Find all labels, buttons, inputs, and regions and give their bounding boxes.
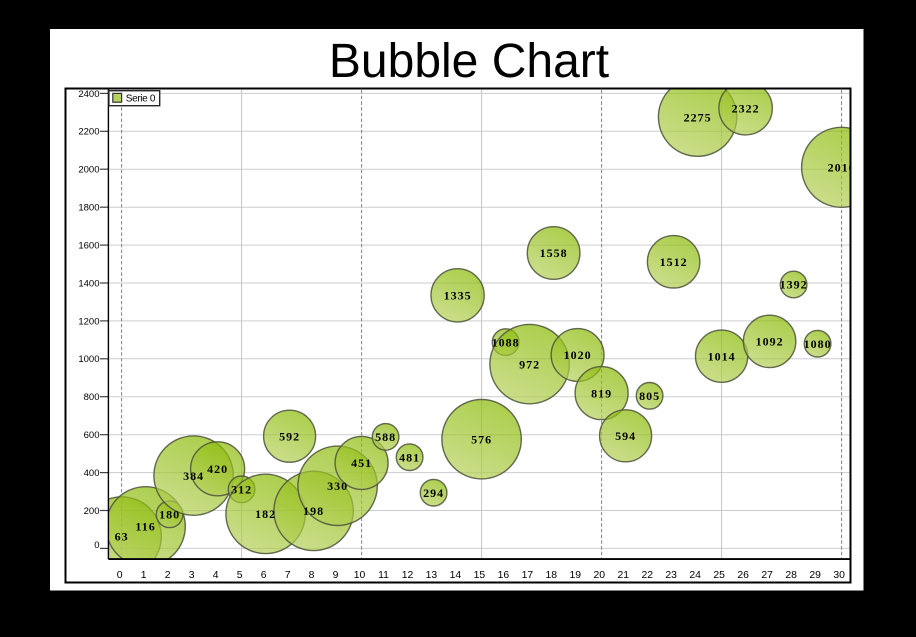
svg-text:451: 451 <box>351 456 372 470</box>
svg-text:30: 30 <box>833 570 845 581</box>
svg-text:11: 11 <box>378 570 389 581</box>
svg-text:6: 6 <box>261 570 267 581</box>
svg-text:1014: 1014 <box>708 349 736 363</box>
svg-text:481: 481 <box>399 450 420 464</box>
svg-text:600: 600 <box>84 430 100 441</box>
svg-text:19: 19 <box>570 570 582 581</box>
svg-text:21: 21 <box>618 570 630 581</box>
svg-text:24: 24 <box>689 570 701 581</box>
svg-text:29: 29 <box>809 570 821 581</box>
svg-text:200: 200 <box>84 506 100 517</box>
svg-text:1020: 1020 <box>564 348 592 362</box>
svg-text:28: 28 <box>785 570 797 581</box>
svg-text:26: 26 <box>737 570 749 581</box>
svg-text:17: 17 <box>522 570 534 581</box>
svg-text:13: 13 <box>426 570 438 581</box>
svg-text:1392: 1392 <box>780 278 808 292</box>
svg-text:592: 592 <box>279 429 300 443</box>
svg-text:1600: 1600 <box>78 241 99 252</box>
svg-text:2400: 2400 <box>78 89 99 100</box>
svg-text:594: 594 <box>615 429 636 443</box>
svg-text:198: 198 <box>303 504 324 518</box>
svg-text:330: 330 <box>327 479 348 493</box>
svg-text:9: 9 <box>333 570 339 581</box>
svg-text:819: 819 <box>591 386 612 400</box>
svg-text:Serie 0: Serie 0 <box>126 94 156 105</box>
svg-text:18: 18 <box>546 570 558 581</box>
svg-text:3: 3 <box>189 570 195 581</box>
svg-text:1080: 1080 <box>804 337 832 351</box>
svg-text:Bubble Chart: Bubble Chart <box>329 35 609 88</box>
svg-text:27: 27 <box>761 570 773 581</box>
svg-text:805: 805 <box>639 389 660 403</box>
svg-text:1800: 1800 <box>78 203 99 214</box>
svg-text:20: 20 <box>594 570 606 581</box>
svg-text:1200: 1200 <box>78 316 99 327</box>
svg-text:15: 15 <box>474 570 486 581</box>
svg-text:116: 116 <box>135 520 155 534</box>
svg-text:972: 972 <box>519 357 540 371</box>
svg-text:420: 420 <box>207 462 228 476</box>
svg-text:180: 180 <box>159 508 180 522</box>
svg-text:1088: 1088 <box>492 335 520 349</box>
svg-text:312: 312 <box>231 483 252 497</box>
svg-text:63: 63 <box>115 530 129 544</box>
svg-text:2010: 2010 <box>828 161 856 175</box>
svg-text:23: 23 <box>665 570 677 581</box>
svg-text:4: 4 <box>213 570 219 581</box>
svg-text:2: 2 <box>165 570 171 581</box>
svg-text:384: 384 <box>183 469 204 483</box>
svg-text:10: 10 <box>354 570 366 581</box>
svg-text:22: 22 <box>642 570 654 581</box>
svg-text:25: 25 <box>713 570 725 581</box>
svg-text:1400: 1400 <box>78 278 99 289</box>
svg-text:1558: 1558 <box>540 246 568 260</box>
svg-text:2275: 2275 <box>684 110 712 124</box>
svg-text:0: 0 <box>117 570 123 581</box>
svg-text:1335: 1335 <box>444 289 472 303</box>
svg-text:576: 576 <box>471 432 492 446</box>
svg-text:1000: 1000 <box>78 354 99 365</box>
svg-text:294: 294 <box>423 486 444 500</box>
svg-text:16: 16 <box>498 570 510 581</box>
svg-text:2322: 2322 <box>732 101 760 115</box>
svg-text:1: 1 <box>141 570 147 581</box>
svg-text:7: 7 <box>285 570 291 581</box>
svg-text:1092: 1092 <box>756 335 784 349</box>
svg-text:1512: 1512 <box>660 255 688 269</box>
svg-text:182: 182 <box>255 507 276 521</box>
svg-text:0: 0 <box>94 540 99 551</box>
svg-text:5: 5 <box>237 570 243 581</box>
svg-text:2000: 2000 <box>78 165 99 176</box>
svg-text:588: 588 <box>375 430 396 444</box>
svg-text:2200: 2200 <box>78 127 99 138</box>
svg-text:800: 800 <box>84 392 100 403</box>
svg-text:12: 12 <box>402 570 414 581</box>
svg-text:400: 400 <box>84 468 100 479</box>
svg-text:14: 14 <box>450 570 462 581</box>
svg-text:8: 8 <box>309 570 315 581</box>
